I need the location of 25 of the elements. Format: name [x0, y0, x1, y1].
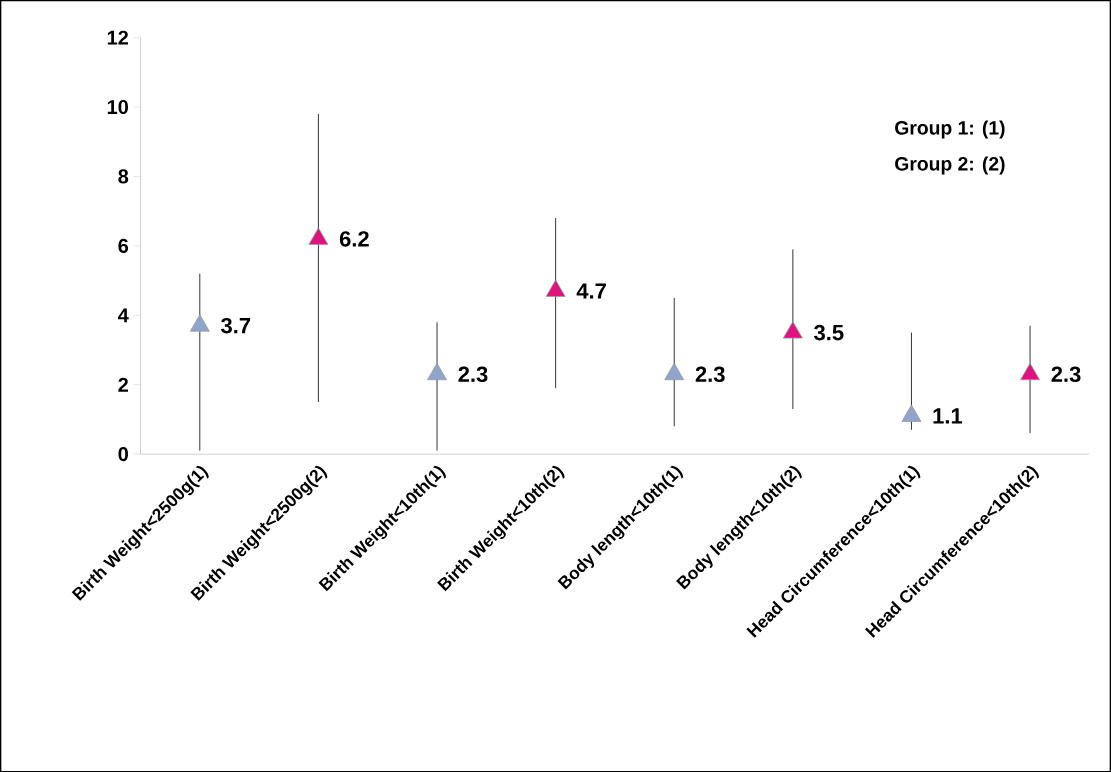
y-tick-label: 4 — [117, 308, 129, 322]
annotation: Group 2: (2) — [895, 156, 1005, 175]
y-tick-label: 10 — [107, 99, 128, 114]
data-label: 3.7 — [221, 317, 251, 334]
point — [308, 227, 329, 245]
point — [1020, 362, 1040, 380]
point — [664, 362, 685, 380]
data-label: 2.3 — [1051, 366, 1081, 382]
y-tick-label: 12 — [107, 30, 128, 45]
annotation: Group 1: (1) — [895, 120, 1005, 139]
point — [545, 279, 566, 297]
data-label: 1.1 — [933, 408, 963, 424]
data-label: 2.3 — [695, 366, 725, 382]
point — [782, 321, 803, 339]
y-tick-label: 0 — [118, 446, 128, 461]
y-tick-label: 8 — [118, 169, 129, 184]
point — [901, 404, 922, 422]
data-label: 4.7 — [576, 283, 606, 299]
point — [427, 362, 447, 380]
point — [189, 314, 210, 332]
y-tick-label: 6 — [118, 238, 129, 253]
data-label: 6.2 — [339, 230, 369, 247]
data-label: 2.3 — [458, 366, 488, 382]
data-label: 3.5 — [814, 324, 844, 341]
y-tick-label: 2 — [118, 377, 128, 392]
